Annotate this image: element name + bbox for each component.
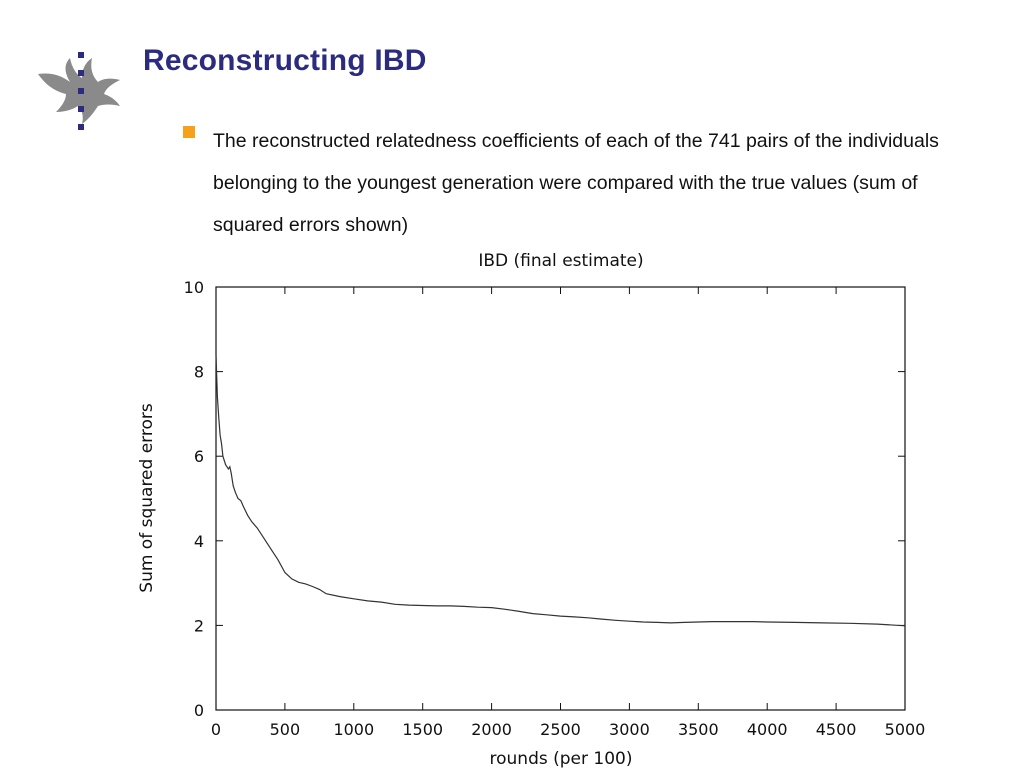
x-tick-label: 1500 bbox=[402, 720, 443, 739]
y-tick-label: 4 bbox=[194, 532, 204, 551]
plot-frame bbox=[215, 286, 906, 711]
x-tick-label: 3000 bbox=[609, 720, 650, 739]
x-tick-label: 4000 bbox=[747, 720, 788, 739]
x-tick-label: 5000 bbox=[885, 720, 926, 739]
x-tick-label: 4500 bbox=[816, 720, 857, 739]
y-tick-label: 0 bbox=[194, 701, 204, 720]
slide-title: Reconstructing IBD bbox=[143, 44, 427, 77]
y-tick-label: 2 bbox=[194, 616, 204, 635]
bullet-text: The reconstructed relatedness coefficien… bbox=[213, 130, 939, 236]
flame-emblem-icon bbox=[38, 52, 120, 130]
axis-ticks bbox=[215, 286, 906, 711]
y-tick-label: 8 bbox=[194, 363, 204, 382]
x-tick-label: 1000 bbox=[333, 720, 374, 739]
x-tick-label: 0 bbox=[211, 720, 221, 739]
x-tick-label: 2500 bbox=[540, 720, 581, 739]
y-tick-label: 6 bbox=[194, 447, 204, 466]
axis-tick-labels: 0 500 1000 1500 2000 2500 3000 3500 4000 4500 5000… bbox=[184, 278, 926, 739]
x-tick-label: 500 bbox=[270, 720, 301, 739]
y-tick-label: 10 bbox=[184, 278, 204, 297]
series-line bbox=[215, 354, 906, 627]
bullet-marker bbox=[183, 126, 195, 138]
x-tick-label: 2000 bbox=[471, 720, 512, 739]
chart-title: IBD (final estimate) bbox=[478, 251, 643, 271]
university-logo bbox=[34, 48, 126, 138]
x-axis-label: rounds (per 100) bbox=[490, 749, 633, 768]
x-tick-label: 3500 bbox=[678, 720, 719, 739]
y-axis-label: Sum of squared errors bbox=[137, 403, 157, 593]
